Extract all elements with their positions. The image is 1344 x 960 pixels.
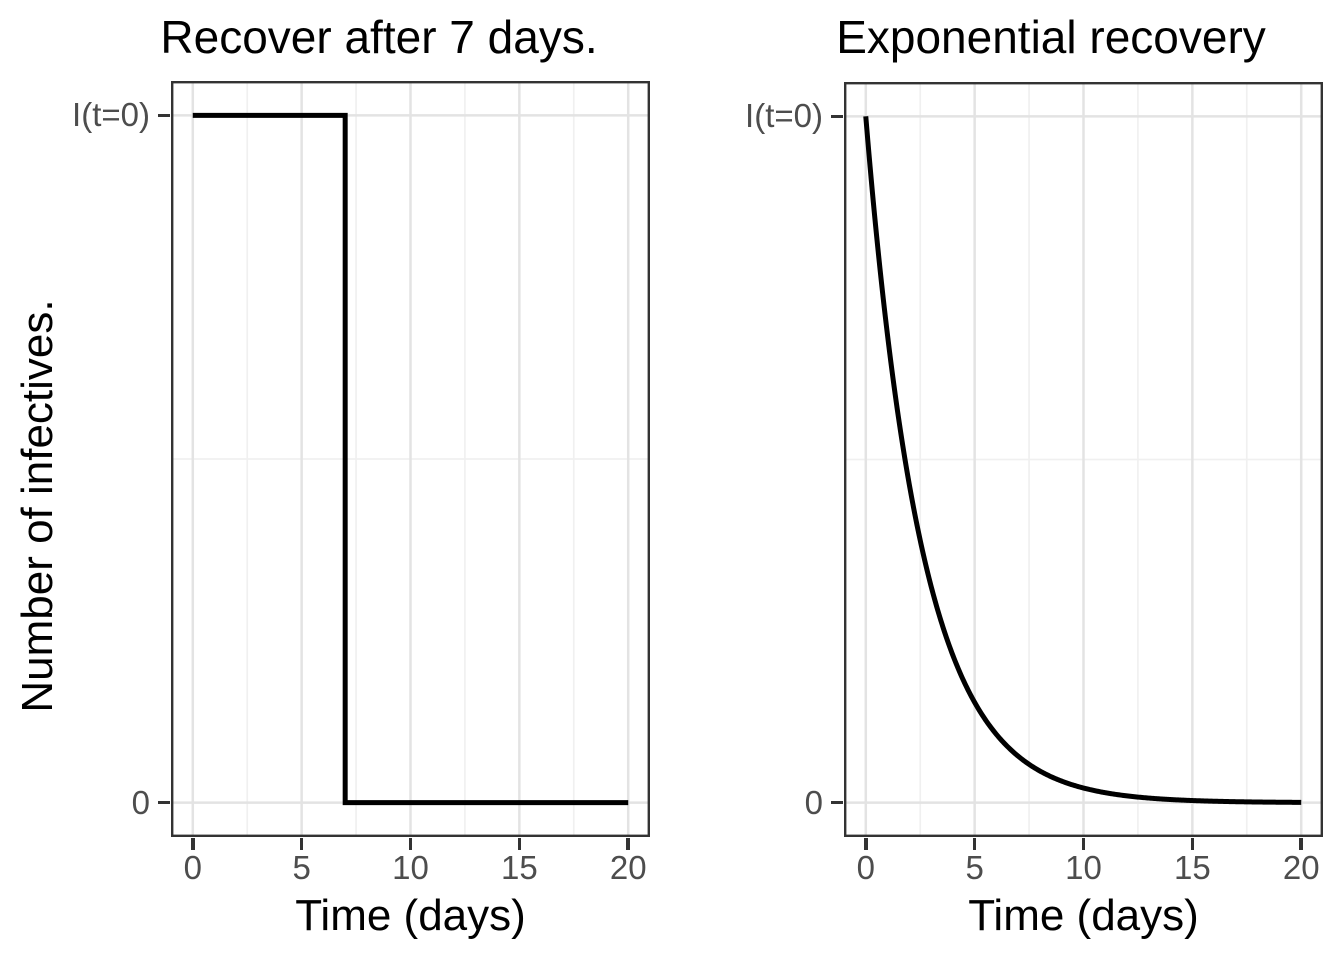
panel-border: [844, 82, 1323, 837]
y-tick-mark: [158, 113, 170, 118]
data-line: [863, 116, 1302, 805]
x-tick-label: 15: [501, 849, 538, 886]
y-tick-mark: [831, 800, 843, 805]
subplot-step-recovery: Recover after 7 days. I(t=0) 0 0 5 10 15 20 Time…: [72, 11, 650, 940]
x-tick-mark: [972, 838, 977, 850]
x-tick-mark: [626, 838, 630, 850]
subplot-exponential-recovery: Exponential recovery I(t=0) 0 0 5 10 15 20 Time …: [672, 0, 1344, 960]
x-tick-label: 5: [965, 849, 984, 886]
y-tick-label: I(t=0): [745, 97, 823, 135]
x-tick-label: 10: [392, 849, 429, 886]
x-tick-mark: [1299, 838, 1303, 850]
x-tick-label: 20: [1282, 849, 1320, 886]
x-tick-mark: [1190, 838, 1195, 850]
plot-title: Exponential recovery: [836, 11, 1266, 63]
x-tick-mark: [1081, 838, 1086, 850]
x-tick-mark: [864, 838, 868, 850]
y-tick-mark: [158, 800, 170, 805]
y-tick-label: I(t=0): [72, 96, 150, 134]
x-tick-label: 15: [1174, 849, 1211, 886]
y-tick-label: 0: [804, 783, 823, 821]
x-tick-mark: [299, 838, 304, 850]
plot-panel: [171, 81, 650, 837]
data-line: [192, 112, 629, 806]
x-tick-mark: [408, 838, 413, 850]
x-tick-mark: [517, 838, 522, 850]
x-tick-label: 5: [292, 849, 311, 886]
x-tick-label: 0: [183, 849, 202, 886]
y-tick-label: 0: [131, 783, 150, 821]
x-tick-label: 0: [856, 849, 875, 886]
x-axis-title: Time (days): [968, 891, 1199, 940]
x-tick-mark: [191, 838, 195, 850]
y-tick-mark: [831, 114, 843, 119]
panel-border: [171, 81, 650, 837]
x-axis-title: Time (days): [295, 891, 526, 940]
x-tick-label: 20: [609, 849, 647, 886]
plot-title: Recover after 7 days.: [160, 11, 598, 63]
x-tick-label: 10: [1065, 849, 1102, 886]
plot-panel: [844, 82, 1323, 837]
